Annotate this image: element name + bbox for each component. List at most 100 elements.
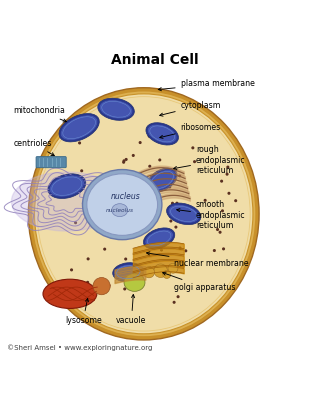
Text: ribosomes: ribosomes (160, 123, 221, 138)
Ellipse shape (143, 228, 175, 249)
Circle shape (148, 165, 151, 168)
Circle shape (103, 248, 106, 251)
Ellipse shape (59, 114, 99, 142)
Circle shape (226, 173, 229, 176)
Circle shape (234, 199, 237, 202)
Circle shape (169, 220, 172, 222)
Circle shape (139, 141, 142, 144)
Circle shape (179, 246, 182, 250)
Text: Animal Cell: Animal Cell (111, 53, 198, 67)
Ellipse shape (114, 264, 142, 280)
Circle shape (226, 166, 229, 169)
Ellipse shape (167, 203, 201, 225)
Text: vacuole: vacuole (116, 294, 146, 325)
Ellipse shape (48, 174, 86, 198)
Ellipse shape (147, 124, 177, 144)
Ellipse shape (124, 274, 145, 291)
Text: plasma membrane: plasma membrane (158, 79, 255, 91)
Circle shape (165, 229, 168, 232)
Circle shape (81, 135, 84, 138)
Polygon shape (11, 172, 122, 231)
Ellipse shape (147, 168, 177, 192)
Circle shape (78, 142, 81, 144)
Circle shape (143, 267, 154, 278)
Ellipse shape (146, 123, 179, 145)
Text: nucleolus: nucleolus (106, 208, 134, 213)
Circle shape (146, 238, 149, 240)
Text: nuclear membrane: nuclear membrane (146, 252, 249, 268)
Circle shape (163, 270, 171, 278)
Circle shape (216, 228, 219, 231)
Circle shape (178, 174, 181, 177)
Circle shape (93, 278, 110, 295)
Text: mitochondria: mitochondria (14, 106, 66, 122)
Circle shape (168, 263, 178, 273)
Circle shape (193, 210, 197, 213)
Circle shape (136, 277, 138, 280)
Circle shape (124, 258, 127, 260)
Circle shape (74, 221, 77, 224)
Text: cytoplasm: cytoplasm (160, 101, 221, 116)
Circle shape (227, 192, 231, 195)
Circle shape (221, 209, 224, 212)
Ellipse shape (35, 94, 253, 334)
Ellipse shape (168, 204, 199, 223)
Ellipse shape (145, 229, 173, 248)
Circle shape (148, 135, 151, 138)
Circle shape (169, 215, 172, 218)
Ellipse shape (28, 88, 259, 340)
Ellipse shape (112, 204, 128, 217)
Circle shape (134, 281, 137, 284)
Circle shape (80, 169, 83, 172)
Text: lysosome: lysosome (65, 298, 102, 325)
Ellipse shape (83, 170, 162, 240)
Ellipse shape (99, 100, 133, 119)
Circle shape (191, 146, 194, 149)
Circle shape (150, 235, 153, 238)
Circle shape (122, 161, 125, 164)
Circle shape (87, 257, 90, 260)
Circle shape (222, 247, 225, 250)
Circle shape (168, 186, 171, 188)
Circle shape (125, 158, 128, 161)
Text: ©Sheri Amsel • www.exploringnature.org: ©Sheri Amsel • www.exploringnature.org (7, 345, 152, 351)
Circle shape (176, 202, 178, 205)
Circle shape (184, 249, 187, 252)
Circle shape (158, 158, 161, 162)
Circle shape (220, 180, 223, 183)
Circle shape (154, 264, 167, 278)
Circle shape (70, 268, 73, 272)
Circle shape (123, 288, 126, 290)
Circle shape (218, 231, 222, 234)
Circle shape (160, 248, 163, 252)
Circle shape (154, 236, 157, 239)
Circle shape (176, 295, 180, 298)
Text: centrioles: centrioles (14, 138, 54, 156)
Ellipse shape (43, 279, 97, 308)
Circle shape (182, 264, 185, 266)
Circle shape (204, 199, 207, 202)
Circle shape (86, 281, 89, 284)
Text: rough
endoplasmic
reticulum: rough endoplasmic reticulum (174, 145, 246, 175)
Ellipse shape (32, 91, 256, 337)
Circle shape (132, 154, 135, 157)
Ellipse shape (149, 170, 176, 190)
Ellipse shape (87, 174, 158, 235)
Circle shape (193, 160, 196, 163)
Circle shape (165, 228, 168, 232)
Text: nucleus: nucleus (111, 192, 141, 202)
Text: golgi apparatus: golgi apparatus (163, 272, 236, 292)
FancyBboxPatch shape (36, 157, 66, 168)
Circle shape (69, 190, 72, 193)
Circle shape (146, 274, 149, 276)
Circle shape (173, 301, 176, 304)
Ellipse shape (61, 115, 98, 140)
Ellipse shape (113, 263, 144, 282)
Circle shape (108, 284, 111, 287)
Text: smooth
endoplasmic
reticulum: smooth endoplasmic reticulum (177, 200, 246, 230)
Circle shape (172, 170, 176, 172)
Ellipse shape (49, 175, 84, 197)
Circle shape (171, 202, 174, 205)
Circle shape (149, 266, 152, 270)
Circle shape (213, 249, 216, 252)
